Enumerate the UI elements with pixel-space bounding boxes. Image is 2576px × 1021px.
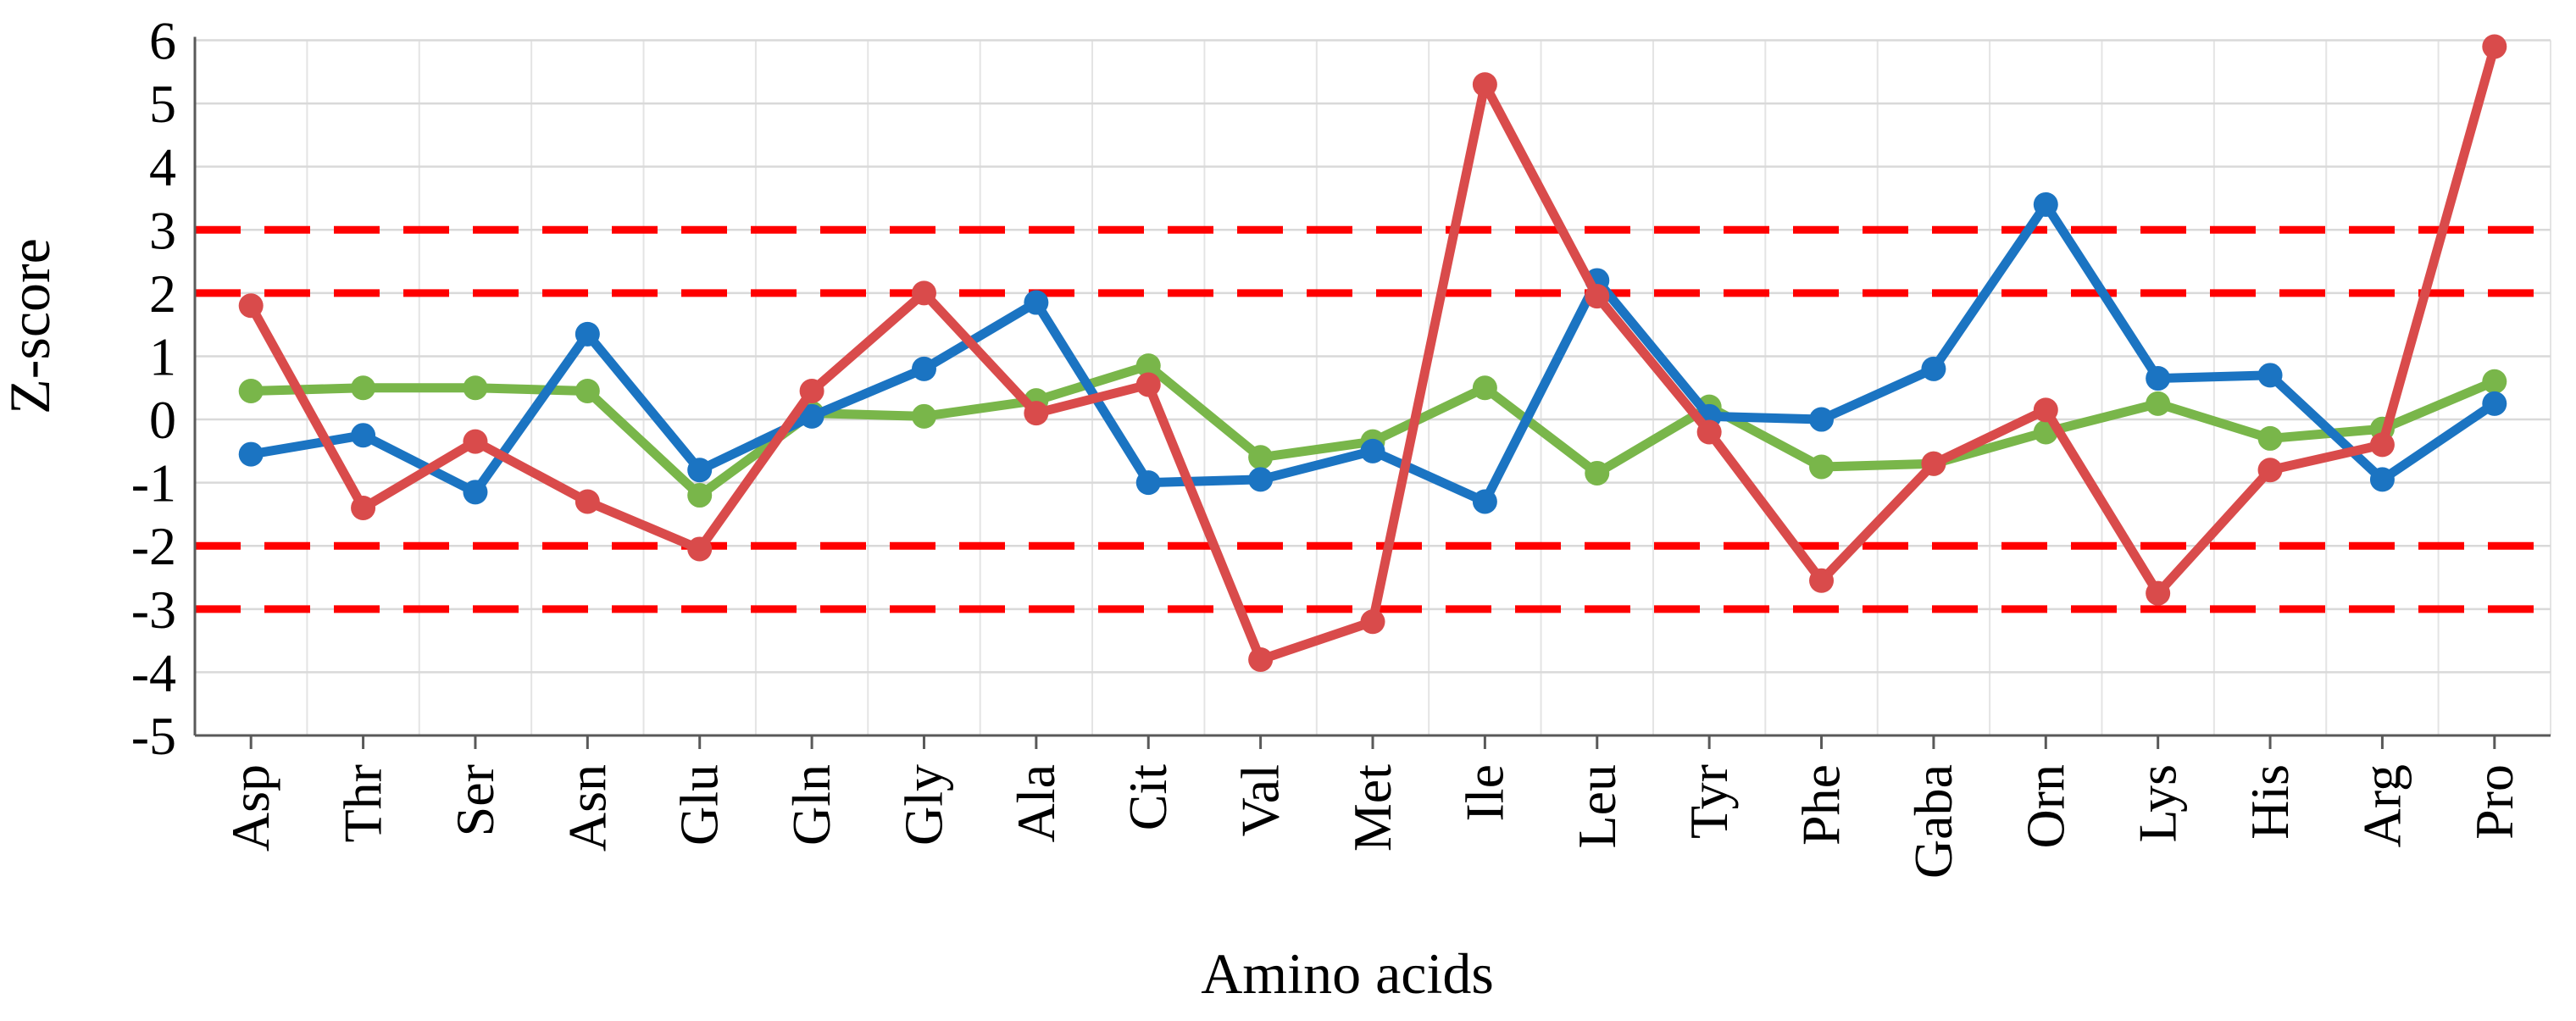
data-point-red xyxy=(1921,451,1946,476)
x-tick-label: Leu xyxy=(1567,764,1627,849)
data-point-blue xyxy=(799,403,824,429)
data-point-blue xyxy=(2146,366,2171,391)
data-point-green xyxy=(463,375,488,401)
data-point-blue xyxy=(1472,489,1497,514)
data-point-red xyxy=(2482,34,2507,59)
x-tick-label: Asp xyxy=(220,764,280,852)
x-tick-label: Cit xyxy=(1118,764,1178,830)
data-point-red xyxy=(2033,397,2058,423)
data-point-blue xyxy=(1024,290,1049,315)
data-point-blue xyxy=(2257,363,2283,388)
data-point-red xyxy=(1360,609,1385,635)
x-tick-label: Pro xyxy=(2464,764,2524,840)
x-tick-label: Ala xyxy=(1006,764,1066,842)
x-tick-label: Met xyxy=(1342,764,1402,852)
data-point-blue xyxy=(575,321,600,347)
data-point-blue xyxy=(1360,438,1385,463)
data-point-red xyxy=(2369,432,2395,458)
data-point-green xyxy=(575,378,600,403)
x-tick-label: Val xyxy=(1230,764,1291,836)
data-point-red xyxy=(1696,419,1722,445)
data-point-blue xyxy=(2482,391,2507,416)
y-tick-label: 1 xyxy=(149,326,176,386)
x-tick-label: Gly xyxy=(893,764,953,846)
y-tick-label: -1 xyxy=(131,453,176,513)
x-axis-title: Amino acids xyxy=(1201,941,1494,1006)
y-tick-label: 4 xyxy=(149,137,176,197)
data-point-green xyxy=(1585,460,1610,486)
x-tick-label: Gln xyxy=(781,764,841,846)
data-point-blue xyxy=(687,458,713,483)
data-point-green xyxy=(687,483,713,508)
data-point-green xyxy=(2257,425,2283,451)
data-point-red xyxy=(687,536,713,562)
x-tick-label: Tyr xyxy=(1679,764,1739,839)
y-tick-label: 5 xyxy=(149,74,176,134)
data-point-red xyxy=(1472,72,1497,97)
data-point-blue xyxy=(2033,191,2058,217)
data-point-red xyxy=(463,429,488,454)
series-line-red xyxy=(246,42,2500,664)
x-tick-label: His xyxy=(2240,764,2300,840)
data-point-green xyxy=(351,375,376,401)
data-point-red xyxy=(1585,284,1610,309)
data-point-red xyxy=(2257,458,2283,483)
data-point-red xyxy=(1809,568,1835,593)
data-point-blue xyxy=(1809,407,1835,432)
data-point-red xyxy=(1135,372,1161,397)
y-tick-label: 2 xyxy=(149,264,176,324)
data-point-green xyxy=(1472,375,1497,401)
data-point-green xyxy=(2146,391,2171,416)
data-point-red xyxy=(351,495,376,520)
x-tick-label: Lys xyxy=(2128,764,2188,842)
data-point-blue xyxy=(2369,467,2395,492)
x-tick-label: Arg xyxy=(2351,764,2412,847)
data-point-green xyxy=(238,378,264,403)
data-point-blue xyxy=(351,423,376,448)
data-point-green xyxy=(911,403,936,429)
x-tick-label: Ser xyxy=(445,764,505,836)
data-point-blue xyxy=(911,356,936,381)
data-point-blue xyxy=(238,441,264,467)
data-point-green xyxy=(1248,445,1274,470)
x-tick-label: Gaba xyxy=(1903,764,1963,879)
y-tick-label: -5 xyxy=(131,706,176,766)
x-tick-label: Asn xyxy=(557,764,617,852)
data-point-red xyxy=(238,293,264,319)
data-point-green xyxy=(1809,454,1835,480)
data-point-green xyxy=(2482,369,2507,394)
y-tick-label: 6 xyxy=(149,11,176,71)
y-tick-label: -4 xyxy=(131,642,176,702)
x-tick-label: Phe xyxy=(1791,764,1852,846)
y-tick-label: -2 xyxy=(131,516,176,576)
data-point-blue xyxy=(463,480,488,505)
data-point-blue xyxy=(1248,467,1274,492)
data-point-red xyxy=(799,378,824,403)
x-tick-label: Ile xyxy=(1454,764,1514,822)
data-point-red xyxy=(1024,401,1049,426)
x-tick-label: Thr xyxy=(333,764,393,842)
data-point-red xyxy=(911,280,936,306)
data-point-blue xyxy=(1921,356,1946,381)
data-point-green xyxy=(1135,353,1161,379)
x-tick-label: Glu xyxy=(669,764,730,846)
data-point-red xyxy=(575,489,600,514)
y-tick-label: 0 xyxy=(149,390,176,450)
y-tick-label: 3 xyxy=(149,200,176,260)
data-point-red xyxy=(1248,646,1274,672)
data-point-red xyxy=(2146,580,2171,606)
x-tick-label: Orn xyxy=(2015,764,2075,849)
y-tick-label: -3 xyxy=(131,580,176,640)
data-point-blue xyxy=(1135,470,1161,496)
y-axis-title: Z-score xyxy=(0,238,62,414)
